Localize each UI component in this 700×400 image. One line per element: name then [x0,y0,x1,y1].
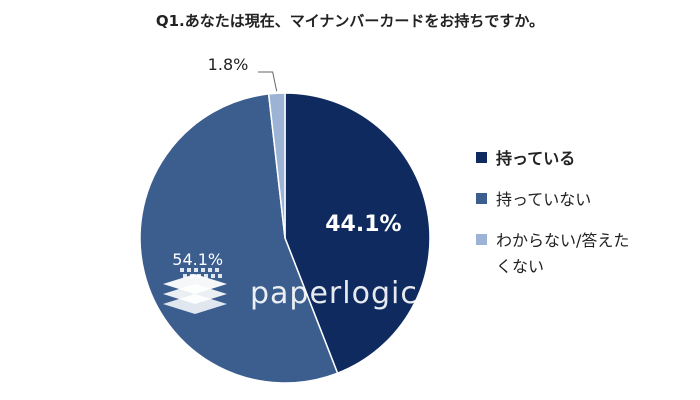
pie-slice [284,92,431,375]
legend-swatch [476,234,487,245]
legend-swatch [476,193,487,204]
legend-label: わからない/答えたくない [496,231,630,276]
legend-label: 持っている [496,149,576,168]
data-label: 44.1% [325,212,401,237]
watermark-text: paperlogic [250,276,418,311]
legend-label: 持っていない [496,190,592,209]
chart-title: Q1.あなたは現在、マイナンバーカードをお持ちですか。 [155,12,545,30]
paperlogic-logo-icon [163,268,227,314]
leader-line [258,71,278,92]
legend-item: わからない/答えたくない [476,228,636,280]
data-label: 54.1% [172,250,223,269]
data-label: 1.8% [208,55,249,74]
legend: 持っている 持っていない わからない/答えたくない [476,146,636,295]
pie-slice [267,92,286,239]
legend-item: 持っていない [476,187,636,213]
legend-swatch [476,152,487,163]
legend-item: 持っている [476,146,636,172]
